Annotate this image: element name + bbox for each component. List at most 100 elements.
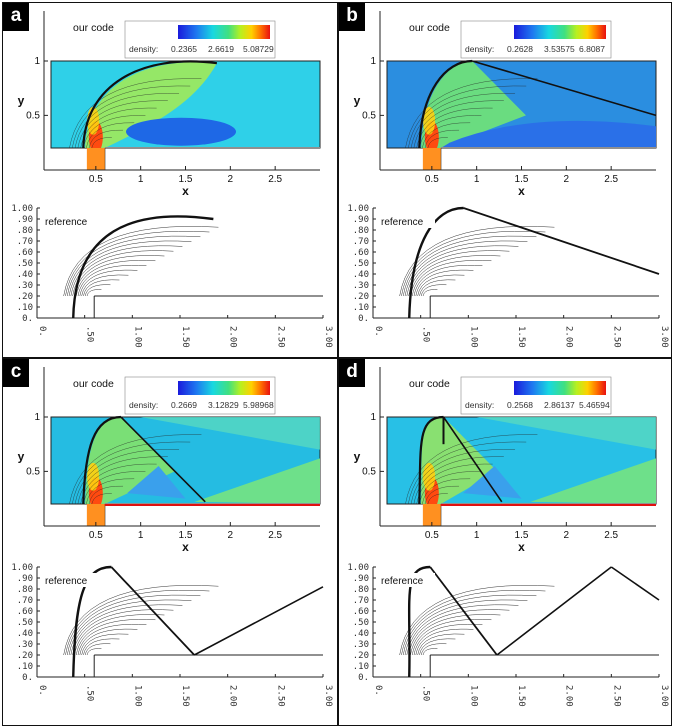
contour-line (71, 85, 191, 149)
y-tick-label: 0.5 (26, 466, 40, 477)
ref-x-tick-label: 2.50 (611, 326, 621, 348)
our-code-label: our code (409, 378, 450, 390)
ref-contour (68, 240, 192, 297)
our-code-plot (386, 415, 657, 526)
y-axis-label: y (354, 450, 361, 464)
ref-x-tick-label: 0. (373, 685, 383, 696)
ref-x-tick-label: 0. (37, 326, 47, 337)
density-legend: density: 0.2669 3.12829 5.98968 (124, 376, 276, 415)
x-axis-label: x (182, 184, 189, 198)
contour-line (419, 115, 482, 149)
ref-contour (399, 226, 555, 297)
x-tick-label: 1.5 (179, 530, 193, 541)
panel-svg: 0.5 1 1.5 2 2.5 1 0.5 x y our code density: 0.2365 2… (11, 11, 333, 348)
ref-contour (81, 274, 129, 297)
ref-x-tick-label: 1.00 (468, 685, 478, 707)
ref-y-tick-label: .10 (17, 303, 33, 313)
contour-line (91, 493, 112, 505)
ref-contour (411, 260, 492, 297)
x-tick-label: 2.5 (268, 174, 282, 185)
panel-letter: d (339, 359, 365, 387)
x-tick-label: 1.5 (515, 174, 529, 185)
panel-a: a 0.5 1 1.5 2 2.5 1 0.5 x y our code density: 0.2365… (2, 2, 338, 358)
panel-letter: c (3, 359, 29, 387)
ref-y-tick-label: .30 (17, 640, 33, 650)
contour-line (83, 115, 146, 149)
ref-y-tick-label: .20 (17, 651, 33, 661)
legend-max-value: 5.98968 (243, 400, 274, 410)
contour-line (69, 434, 202, 505)
x-axis-label: x (518, 540, 525, 554)
y-tick-label: 0.5 (26, 110, 40, 121)
ref-reflected-shock (463, 207, 660, 275)
ref-contour (413, 623, 483, 656)
ref-y-tick-label: .50 (353, 618, 369, 628)
contour-line (427, 137, 448, 149)
ref-contour (79, 269, 138, 297)
ref-y-tick-label: .10 (353, 662, 369, 672)
ref-x-tick-label: .50 (85, 326, 95, 342)
ref-x-tick-label: 2.00 (228, 685, 238, 707)
ref-contour (417, 633, 465, 656)
ref-y-tick-label: .90 (17, 574, 33, 584)
contour-line (69, 78, 202, 149)
ref-contour (413, 264, 483, 297)
contour-line (83, 471, 146, 505)
legend-max-value: 5.46594 (579, 400, 610, 410)
ref-contour (75, 619, 156, 656)
ref-third-shock (610, 566, 660, 601)
reference-label: reference (45, 576, 88, 587)
ref-x-tick-label: 3.00 (323, 685, 333, 707)
ref-y-tick-label: .80 (353, 226, 369, 236)
ref-y-tick-label: .30 (17, 281, 33, 291)
ref-y-tick-label: .90 (353, 215, 369, 225)
expansion-region (440, 120, 656, 148)
ref-contour (401, 231, 546, 297)
step-face (440, 147, 656, 167)
ref-bow-shock (72, 565, 112, 678)
legend-min-value: 0.2669 (171, 400, 197, 410)
contour-line (419, 471, 482, 505)
legend-label: density: (465, 44, 494, 54)
panel-b: b 0.5 1 1.5 2 2.5 1 0.5 x y our code density: 0.2628… (338, 2, 672, 358)
ref-y-tick-label: .50 (17, 618, 33, 628)
ref-contour (70, 245, 183, 297)
ref-y-tick-label: .70 (353, 237, 369, 247)
contour-line (413, 100, 504, 149)
ref-contour (84, 643, 111, 656)
step-face (104, 503, 320, 523)
reference-plot: 1.00.90.80.70.60.50.40.30.20.100.0. .50 1.… (11, 563, 333, 707)
ref-y-tick-label: .50 (353, 259, 369, 269)
inflow-gap (86, 504, 105, 526)
contour-line (91, 137, 112, 149)
ref-y-tick-label: 0. (22, 673, 33, 683)
y-tick-label: 1 (34, 412, 40, 423)
upper-region (140, 417, 320, 450)
ref-contour (411, 619, 492, 656)
inflow-gap (422, 148, 441, 170)
panel-c: c 0.5 1 1.5 2 2.5 1 0.5 x y our code density: 0.2669… (2, 358, 338, 726)
ref-y-tick-label: 1.00 (11, 563, 33, 573)
reference-label: reference (381, 217, 424, 228)
legend-colorbar (514, 381, 606, 395)
inflow-gap (86, 148, 105, 170)
ref-x-tick-label: 3.00 (659, 326, 669, 348)
contour-line (421, 122, 471, 149)
ref-contour (404, 240, 528, 297)
reflected-region (530, 458, 656, 504)
y-axis-label: y (18, 94, 25, 108)
ref-y-tick-label: .70 (17, 596, 33, 606)
ref-contour (401, 590, 546, 656)
ref-y-tick-label: .10 (17, 662, 33, 672)
ref-x-tick-label: 1.00 (468, 326, 478, 348)
ref-contour (402, 235, 537, 297)
contour-line (405, 78, 538, 149)
ref-y-tick-label: .70 (17, 237, 33, 247)
ref-y-tick-label: .90 (17, 215, 33, 225)
reference-plot: 1.00.90.80.70.60.50.40.30.20.100.0. .50 1.… (11, 204, 333, 348)
ref-y-tick-label: 0. (358, 673, 369, 683)
our-code-label: our code (73, 22, 114, 34)
panel-letter: a (3, 3, 29, 31)
contour-line (413, 456, 504, 505)
our-code-label: our code (73, 378, 114, 390)
